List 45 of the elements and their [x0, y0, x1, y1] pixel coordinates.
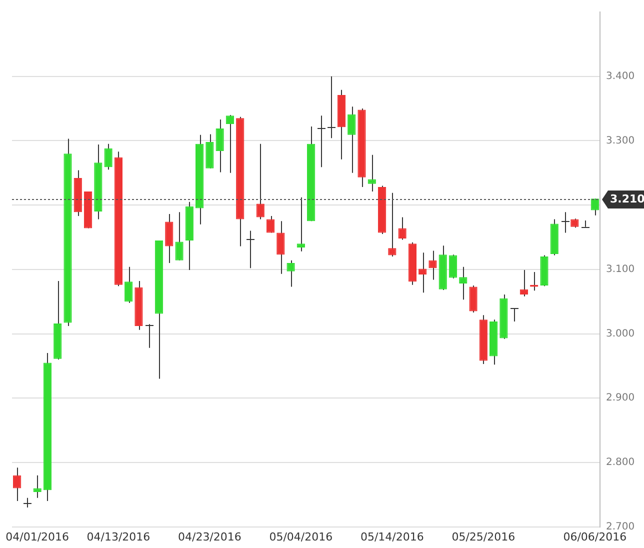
candlestick: [317, 115, 326, 168]
y-tick-label: 3.000: [606, 328, 635, 340]
x-tick-label: 05/25/2016: [452, 530, 516, 544]
candlestick: [418, 252, 427, 294]
candlestick: [368, 154, 376, 192]
candlestick: [296, 196, 305, 252]
x-tick-label: 05/04/2016: [269, 530, 333, 544]
candlestick: [469, 284, 478, 314]
candlestick: [276, 220, 285, 274]
candlestick: [165, 214, 174, 264]
y-tick-label: 3.300: [606, 135, 635, 146]
y-tick-label: 2.900: [606, 392, 635, 404]
candlestick: [459, 266, 468, 300]
candlestick: [388, 192, 396, 258]
candlestick: [175, 212, 184, 261]
candlestick: [561, 212, 570, 234]
candlestick: [145, 324, 154, 348]
candlestick: [448, 254, 458, 279]
candlestick: [246, 230, 255, 269]
y-tick-label: 2.700: [606, 521, 635, 532]
candlestick: [428, 250, 437, 280]
candlestick: [226, 114, 234, 174]
x-tick-label: 04/13/2016: [86, 530, 150, 544]
candlestick: [256, 143, 264, 220]
candlestick: [286, 260, 295, 288]
y-tick-label: 3.100: [606, 264, 635, 275]
y-tick-label: 3.400: [606, 70, 635, 82]
x-tick-label: 05/14/2016: [360, 530, 424, 544]
candlestick: [13, 467, 22, 502]
candlestick: [581, 220, 590, 228]
ref-line-label: 3.210: [610, 192, 644, 206]
candlestick: [398, 216, 406, 240]
candlestick: [33, 474, 42, 498]
y-tick-label: 2.800: [606, 457, 635, 468]
x-tick-label: 04/01/2016: [6, 530, 70, 544]
candlestick: [520, 270, 528, 297]
x-tick-label: 04/23/2016: [178, 530, 242, 544]
candlestick: [327, 76, 336, 139]
candlestick: [23, 497, 32, 508]
x-tick-label: 06/06/2016: [563, 530, 627, 544]
candlestick: [348, 106, 356, 174]
candlestick: [510, 308, 519, 322]
candlestick: [124, 266, 133, 304]
candlestick: [104, 143, 112, 170]
candlestick: [216, 118, 224, 173]
